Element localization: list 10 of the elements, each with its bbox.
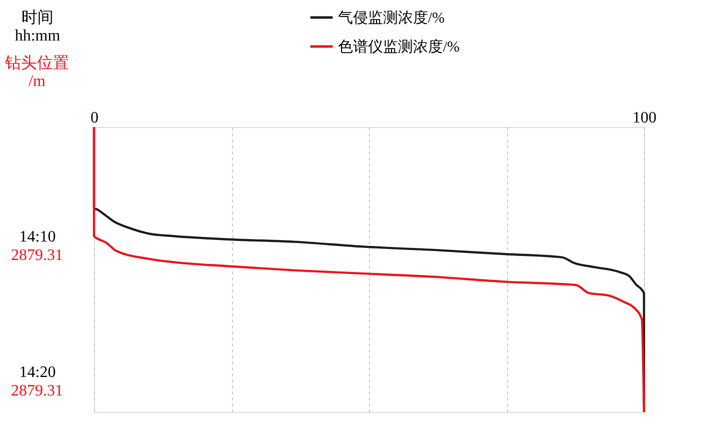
legend-label: 气侵监测浓度/%	[338, 10, 445, 26]
text: 钻头位置 /m	[4, 54, 69, 90]
text: 2879.31	[11, 382, 63, 400]
x-tick-label: 100	[632, 110, 656, 126]
y-axis-title: 时间 hh:mm	[14, 8, 61, 44]
x-tick-label: 0	[90, 110, 98, 126]
legend-label: 色谱仪监测浓度/%	[338, 38, 460, 56]
y-tick-label: 14:10	[19, 228, 56, 246]
text: 2879.31	[11, 246, 63, 264]
y-tick-label: 14:20	[19, 364, 56, 382]
